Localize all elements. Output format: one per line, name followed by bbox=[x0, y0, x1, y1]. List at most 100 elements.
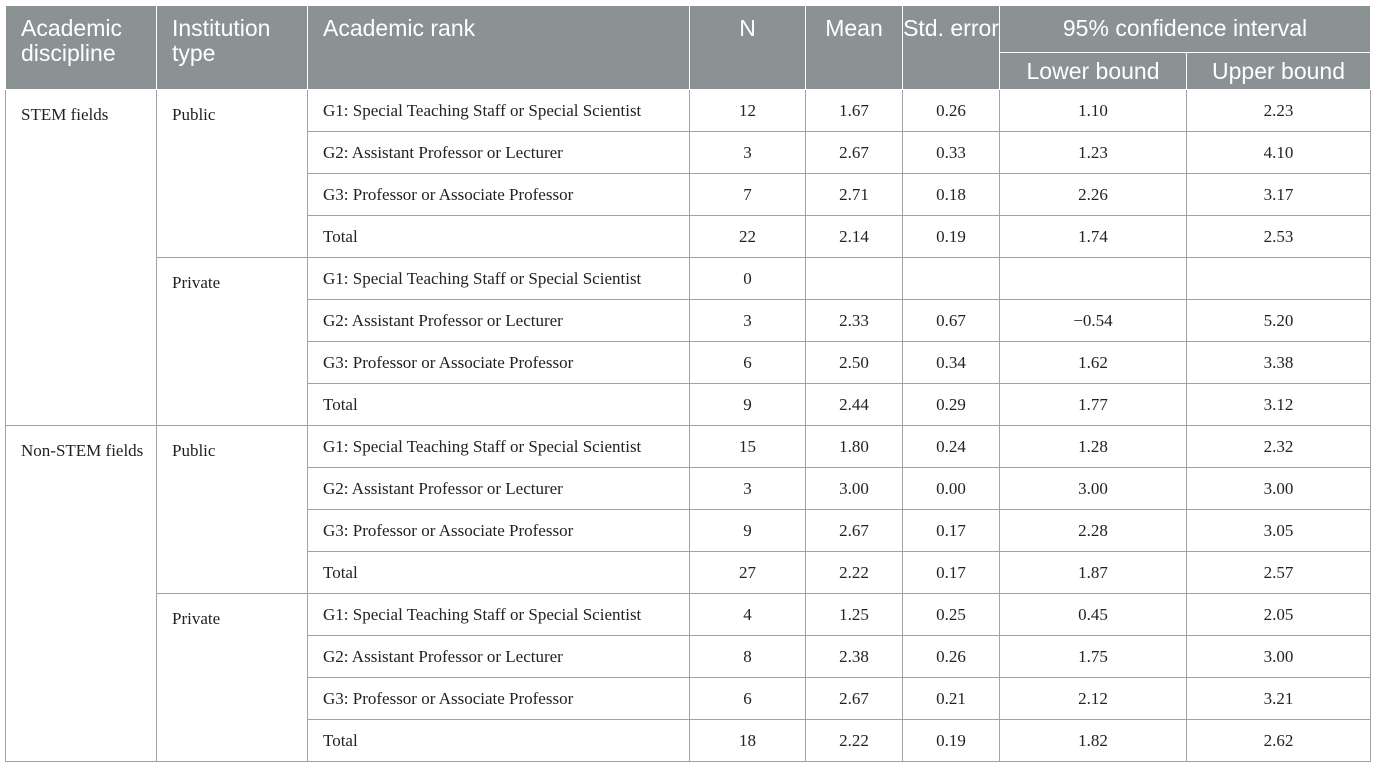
lower-bound-cell: 3.00 bbox=[999, 467, 1187, 510]
rank-cell: G1: Special Teaching Staff or Special Sc… bbox=[307, 425, 690, 468]
table-body: STEM fields Public G1: Special Teaching St… bbox=[5, 89, 1371, 762]
lower-bound-cell: −0.54 bbox=[999, 299, 1187, 342]
institution-type-cell: Public bbox=[156, 425, 308, 594]
table-row: Non-STEM fields Public G1: Special Teachin… bbox=[5, 425, 1371, 762]
n-cell: 9 bbox=[689, 383, 806, 426]
upper-bound-cell: 2.23 bbox=[1186, 89, 1371, 132]
rank-cell: Total bbox=[307, 383, 690, 426]
std-error-cell: 0.00 bbox=[902, 467, 1000, 510]
n-cell: 15 bbox=[689, 425, 806, 468]
header-n: N bbox=[689, 5, 806, 90]
lower-bound-cell: 1.75 bbox=[999, 635, 1187, 678]
lower-bound-cell: 1.82 bbox=[999, 719, 1187, 762]
upper-bound-cell: 3.21 bbox=[1186, 677, 1371, 720]
upper-bound-cell: 3.12 bbox=[1186, 383, 1371, 426]
mean-cell: 2.67 bbox=[805, 677, 903, 720]
table-header: Academic discipline Institution type Aca… bbox=[5, 5, 1371, 90]
upper-bound-cell: 5.20 bbox=[1186, 299, 1371, 342]
std-error-cell: 0.67 bbox=[902, 299, 1000, 342]
table-row: G3: Professor or Associate Professor 6 2.6… bbox=[6, 677, 1371, 720]
upper-bound-cell: 3.00 bbox=[1186, 635, 1371, 678]
n-cell: 3 bbox=[689, 131, 806, 174]
n-cell: 18 bbox=[689, 719, 806, 762]
n-cell: 7 bbox=[689, 173, 806, 216]
lower-bound-cell: 1.28 bbox=[999, 425, 1187, 468]
header-confidence-interval: 95% confidence interval bbox=[999, 5, 1371, 53]
std-error-cell: 0.29 bbox=[902, 383, 1000, 426]
rank-cell: Total bbox=[307, 719, 690, 762]
mean-cell: 2.71 bbox=[805, 173, 903, 216]
lower-bound-cell: 2.28 bbox=[999, 509, 1187, 552]
upper-bound-cell: 3.00 bbox=[1186, 467, 1371, 510]
upper-bound-cell: 2.57 bbox=[1186, 551, 1371, 594]
upper-bound-cell: 3.17 bbox=[1186, 173, 1371, 216]
rank-cell: G1: Special Teaching Staff or Special Sc… bbox=[307, 593, 690, 636]
upper-bound-cell: 2.05 bbox=[1186, 593, 1371, 636]
upper-bound-cell bbox=[1186, 257, 1371, 300]
table-row: G2: Assistant Professor or Lecturer 3 3.00… bbox=[6, 467, 1371, 510]
header-mean: Mean bbox=[805, 5, 903, 90]
std-error-cell: 0.19 bbox=[902, 719, 1000, 762]
lower-bound-cell: 1.10 bbox=[999, 89, 1187, 132]
rank-cell: G3: Professor or Associate Professor bbox=[307, 173, 690, 216]
discipline-cell: STEM fields bbox=[5, 89, 157, 426]
upper-bound-cell: 2.53 bbox=[1186, 215, 1371, 258]
mean-cell: 2.67 bbox=[805, 131, 903, 174]
institution-type-cell: Public bbox=[156, 89, 308, 258]
mean-cell: 2.50 bbox=[805, 341, 903, 384]
std-error-cell: 0.33 bbox=[902, 131, 1000, 174]
n-cell: 8 bbox=[689, 635, 806, 678]
rank-cell: G3: Professor or Associate Professor bbox=[307, 509, 690, 552]
mean-cell: 2.67 bbox=[805, 509, 903, 552]
upper-bound-cell: 3.05 bbox=[1186, 509, 1371, 552]
lower-bound-cell: 1.87 bbox=[999, 551, 1187, 594]
rank-cell: G3: Professor or Associate Professor bbox=[307, 677, 690, 720]
table-row: STEM fields Public G1: Special Teaching St… bbox=[5, 89, 1371, 426]
mean-cell: 1.25 bbox=[805, 593, 903, 636]
mean-cell: 2.22 bbox=[805, 551, 903, 594]
n-cell: 22 bbox=[689, 215, 806, 258]
std-error-cell bbox=[902, 257, 1000, 300]
mean-cell: 2.14 bbox=[805, 215, 903, 258]
statistics-table: Academic discipline Institution type Aca… bbox=[5, 5, 1371, 762]
mean-cell: 2.44 bbox=[805, 383, 903, 426]
mean-cell bbox=[805, 257, 903, 300]
header-std-error: Std. error bbox=[902, 5, 1000, 90]
table-row: G3: Professor or Associate Professor 9 2.6… bbox=[6, 509, 1371, 552]
table-row: G2: Assistant Professor or Lecturer 3 2.33… bbox=[6, 299, 1371, 342]
n-cell: 3 bbox=[689, 467, 806, 510]
institution-type-cell: Private bbox=[156, 593, 308, 762]
n-cell: 4 bbox=[689, 593, 806, 636]
upper-bound-cell: 4.10 bbox=[1186, 131, 1371, 174]
rank-cell: G2: Assistant Professor or Lecturer bbox=[307, 299, 690, 342]
lower-bound-cell: 2.26 bbox=[999, 173, 1187, 216]
header-lower-bound: Lower bound bbox=[999, 52, 1187, 90]
table-row: Private G1: Special Teaching Staff or Spe… bbox=[6, 593, 1371, 762]
n-cell: 6 bbox=[689, 677, 806, 720]
lower-bound-cell: 1.23 bbox=[999, 131, 1187, 174]
std-error-cell: 0.25 bbox=[902, 593, 1000, 636]
std-error-cell: 0.19 bbox=[902, 215, 1000, 258]
rank-cell: G2: Assistant Professor or Lecturer bbox=[307, 131, 690, 174]
table-row: G2: Assistant Professor or Lecturer 8 2.38… bbox=[6, 635, 1371, 678]
std-error-cell: 0.21 bbox=[902, 677, 1000, 720]
std-error-cell: 0.18 bbox=[902, 173, 1000, 216]
header-rank: Academic rank bbox=[307, 5, 690, 90]
table-row: G2: Assistant Professor or Lecturer 3 2.67… bbox=[6, 131, 1371, 174]
mean-cell: 2.22 bbox=[805, 719, 903, 762]
rank-cell: Total bbox=[307, 215, 690, 258]
n-cell: 12 bbox=[689, 89, 806, 132]
std-error-cell: 0.17 bbox=[902, 509, 1000, 552]
rank-cell: G2: Assistant Professor or Lecturer bbox=[307, 467, 690, 510]
mean-cell: 2.33 bbox=[805, 299, 903, 342]
mean-cell: 1.67 bbox=[805, 89, 903, 132]
upper-bound-cell: 3.38 bbox=[1186, 341, 1371, 384]
n-cell: 0 bbox=[689, 257, 806, 300]
n-cell: 3 bbox=[689, 299, 806, 342]
mean-cell: 3.00 bbox=[805, 467, 903, 510]
std-error-cell: 0.26 bbox=[902, 89, 1000, 132]
n-cell: 6 bbox=[689, 341, 806, 384]
lower-bound-cell: 0.45 bbox=[999, 593, 1187, 636]
table-row: Total 27 2.22 0.17 1.87 2.57 bbox=[6, 551, 1371, 594]
table-row: Total 18 2.22 0.19 1.82 2.62 bbox=[6, 719, 1371, 762]
